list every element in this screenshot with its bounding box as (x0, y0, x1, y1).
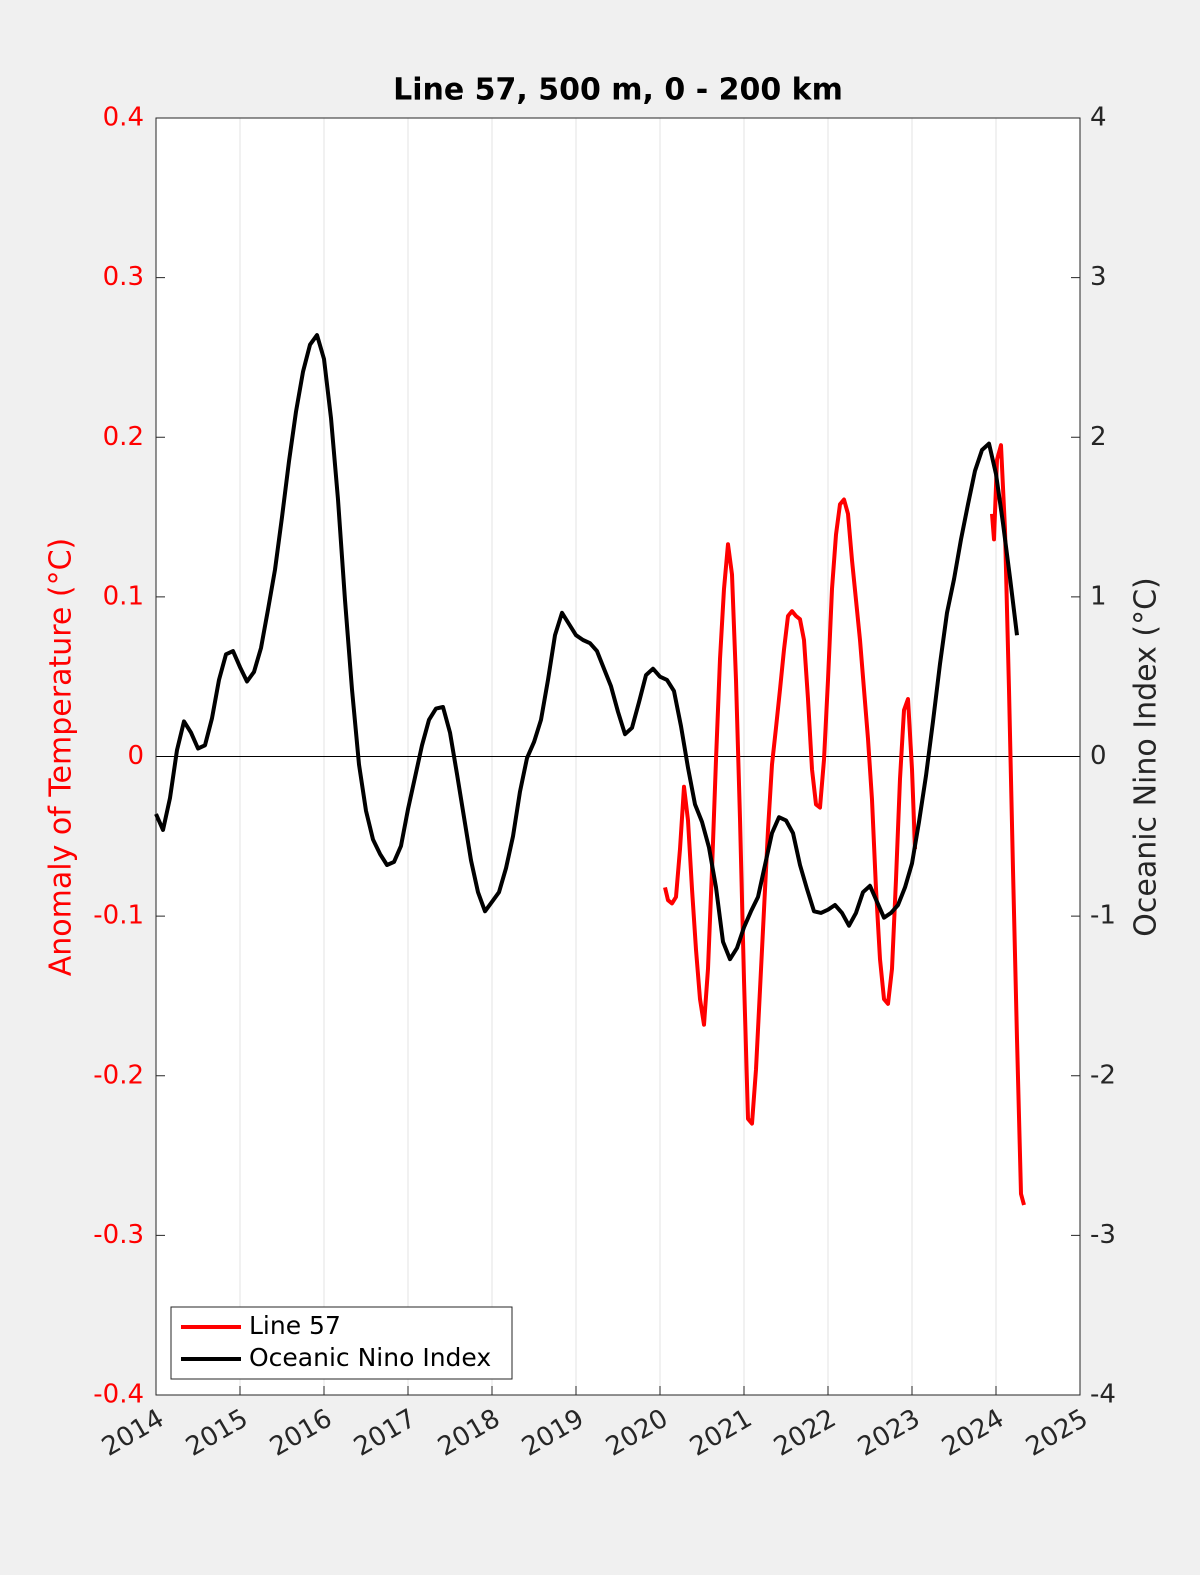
x-tick-label: 2023 (853, 1404, 925, 1463)
x-tick-label: 2016 (265, 1404, 337, 1463)
x-tick-label: 2017 (349, 1404, 421, 1463)
chart-title: Line 57, 500 m, 0 - 200 km (393, 73, 843, 108)
y-tick-label: -0.3 (93, 1220, 144, 1250)
x-tick-label: 2015 (181, 1404, 253, 1463)
y2-tick-label: 2 (1090, 422, 1107, 452)
y-tick-label: -0.1 (93, 901, 144, 931)
x-tick-label: 2021 (685, 1404, 757, 1463)
y2-tick-label: 1 (1090, 581, 1107, 611)
y-tick-label: -0.4 (93, 1380, 144, 1410)
legend-label: Oceanic Nino Index (249, 1343, 491, 1372)
x-tick-label: 2018 (433, 1404, 505, 1463)
legend-label: Line 57 (249, 1311, 341, 1340)
y2-tick-label: 0 (1090, 741, 1107, 771)
series-line (154, 333, 1019, 962)
y2-tick-label: 4 (1090, 103, 1107, 133)
y-tick-label: 0 (127, 741, 144, 771)
plot-frame (155, 117, 1081, 1396)
y2-tick-label: -2 (1090, 1060, 1116, 1090)
x-tick-label: 2019 (517, 1404, 589, 1463)
y-tick-label: 0.4 (103, 103, 144, 133)
x-tick-label: 2025 (1021, 1404, 1093, 1463)
y-tick-label: 0.2 (103, 422, 144, 452)
y2-tick-label: -4 (1090, 1380, 1116, 1410)
x-tick-label: 2022 (769, 1404, 841, 1463)
y-axis-label: Anomaly of Temperature (°C) (44, 538, 79, 977)
y-tick-label: 0.1 (103, 581, 144, 611)
y2-tick-label: 3 (1090, 262, 1107, 292)
x-tick-label: 2014 (97, 1404, 169, 1463)
y2-axis-label: Oceanic Nino Index (°C) (1129, 577, 1164, 937)
y2-tick-label: -1 (1090, 901, 1116, 931)
x-tick-label: 2020 (601, 1404, 673, 1463)
series-line (663, 443, 1026, 1206)
y2-tick-label: -3 (1090, 1220, 1116, 1250)
x-tick-label: 2024 (937, 1404, 1009, 1463)
legend-box (170, 1306, 513, 1380)
y-tick-label: 0.3 (103, 262, 144, 292)
legend: Line 57 Oceanic Nino Index (170, 1306, 513, 1380)
y-tick-label: -0.2 (93, 1060, 144, 1090)
